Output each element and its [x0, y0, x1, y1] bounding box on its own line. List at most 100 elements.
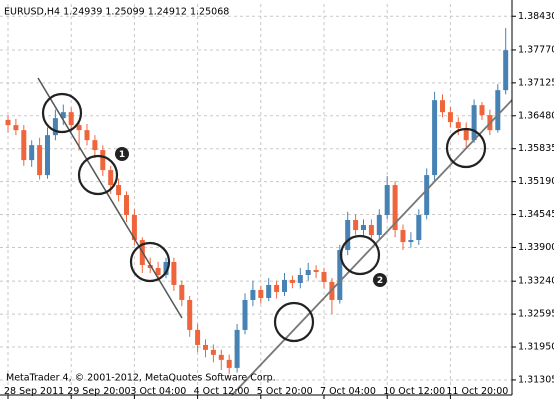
y-tick-label: 1.36480 — [518, 110, 554, 121]
x-tick-label: 29 Sep 20:00 — [67, 386, 130, 397]
candles — [5, 27, 509, 375]
candle-body — [479, 105, 485, 116]
candle-body — [455, 122, 461, 129]
candle-body — [203, 344, 208, 350]
highlight-circle — [273, 301, 315, 343]
highlight-circle — [41, 92, 83, 134]
candle-body — [155, 268, 161, 275]
badge-label: 2 — [377, 276, 383, 286]
candle-body — [147, 264, 153, 269]
candle-body — [495, 90, 501, 131]
candle-body — [116, 185, 122, 196]
trend-line — [37, 77, 183, 319]
candle-body — [76, 125, 82, 131]
candle-body — [463, 128, 469, 141]
candle-body — [353, 220, 359, 231]
candle-body — [226, 359, 232, 368]
candle-body — [171, 261, 177, 285]
x-tick-label: 7 Oct 04:00 — [320, 386, 376, 397]
candle-body — [45, 135, 50, 176]
x-tick-label: 11 Oct 20:00 — [446, 386, 508, 397]
x-tick-label: 5 Oct 20:00 — [257, 386, 313, 397]
y-tick-label: 1.33240 — [518, 276, 554, 287]
candle-body — [447, 112, 453, 123]
candle-body — [408, 240, 414, 243]
candle-body — [266, 284, 272, 298]
y-tick-label: 1.38430 — [518, 11, 554, 22]
candle-body — [361, 225, 366, 231]
candle-body — [234, 329, 240, 368]
candle-body — [218, 354, 224, 360]
candle-body — [92, 140, 98, 151]
candle-body — [52, 118, 58, 136]
candle-body — [297, 274, 303, 283]
candle-body — [13, 125, 19, 131]
x-tick-label: 10 Oct 12:00 — [383, 386, 445, 397]
candle-body — [432, 100, 438, 176]
highlight-circle — [445, 127, 487, 169]
candle-body — [60, 112, 66, 119]
candle-body — [392, 185, 398, 231]
candle-body — [187, 299, 193, 330]
candle-body — [424, 175, 430, 216]
candle-body — [289, 279, 295, 283]
candle-body — [471, 105, 477, 141]
y-tick-label: 1.34545 — [518, 209, 554, 220]
x-tick-label: 4 Oct 12:00 — [194, 386, 250, 397]
candle-body — [108, 170, 114, 186]
candle-body — [131, 215, 137, 241]
highlight-circle — [129, 241, 171, 283]
candle-body — [124, 195, 129, 216]
x-tick-label: 28 Sep 2011 — [4, 386, 64, 397]
candle-body — [368, 225, 374, 236]
candle-body — [384, 185, 390, 216]
candle-body — [258, 289, 264, 298]
candle-body — [100, 150, 106, 171]
candle-body — [503, 50, 509, 91]
candle-body — [21, 130, 27, 161]
candle-body — [195, 329, 201, 345]
candle-body — [321, 271, 327, 282]
candle-body — [210, 349, 216, 355]
y-tick-label: 1.31305 — [518, 374, 554, 385]
candle-body — [163, 261, 169, 275]
candle-body — [416, 215, 422, 241]
candle-body — [179, 284, 185, 300]
candle-body — [250, 289, 256, 300]
candle-body — [37, 145, 43, 176]
candle-body — [5, 119, 11, 126]
badge — [373, 273, 387, 287]
chart-title: EURUSD,H4 1.24939 1.25099 1.24912 1.2506… — [4, 7, 229, 18]
trend-line — [231, 99, 513, 396]
drawings: 1 2 — [37, 77, 513, 396]
candle-body — [440, 100, 445, 113]
y-tick-label: 1.35835 — [518, 143, 554, 154]
y-tick-label: 1.33900 — [518, 242, 554, 253]
badge — [115, 147, 129, 161]
candle-body — [313, 269, 319, 272]
candle-body — [274, 284, 280, 292]
y-tick-label: 1.37125 — [518, 77, 554, 88]
axes: 1.38430 1.37770 1.37125 1.36480 1.35835 1.351… — [4, 11, 554, 399]
footer: MetaTrader 4, © 2001-2012, MetaQuotes So… — [6, 373, 276, 384]
candle-body — [400, 230, 406, 243]
y-tick-label: 1.31950 — [518, 342, 554, 353]
candle-body — [337, 249, 343, 300]
x-tick-label: 3 Oct 04:00 — [130, 386, 186, 397]
candle-body — [345, 220, 351, 250]
candle-body — [29, 145, 35, 161]
candle-body — [84, 130, 90, 141]
y-tick-label: 1.35190 — [518, 176, 554, 187]
y-tick-label: 1.37770 — [518, 44, 554, 55]
highlight-circle — [77, 154, 119, 196]
badge-label: 1 — [119, 150, 125, 160]
candle-body — [376, 215, 382, 236]
highlight-circle — [339, 234, 381, 276]
y-tick-label: 1.32595 — [518, 309, 554, 320]
candle-body — [68, 112, 74, 126]
candle-body — [282, 279, 287, 292]
candle-body — [242, 299, 248, 330]
candle-body — [305, 269, 311, 275]
